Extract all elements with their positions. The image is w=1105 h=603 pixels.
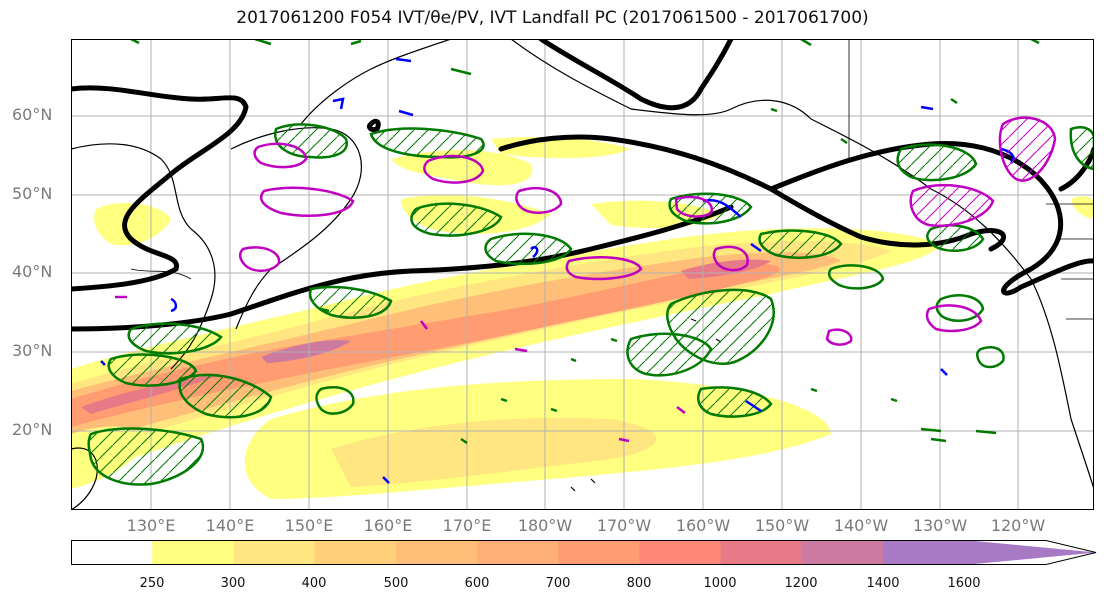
colorbar-cell <box>883 540 965 565</box>
colorbar-cell <box>720 540 803 565</box>
colorbar-tick-1000: 1000 <box>703 576 737 591</box>
lat-label-40n: 40°N <box>12 262 53 281</box>
colorbar-tick-600: 600 <box>464 576 490 591</box>
colorbar-tick-800: 800 <box>626 576 652 591</box>
colorbar-cell <box>233 540 316 565</box>
colorbar-cell <box>152 540 234 565</box>
colorbar-cell <box>314 540 397 565</box>
colorbar-tick-300: 300 <box>220 576 246 591</box>
colorbar-cell <box>395 540 478 565</box>
pv-contours <box>87 39 1094 486</box>
colorbar <box>71 540 1097 565</box>
landfall-contours <box>115 116 1057 443</box>
lon-label-130e: 130°E <box>126 516 176 535</box>
colorbar-tick-400: 400 <box>301 576 327 591</box>
lon-label-150e: 150°E <box>284 516 334 535</box>
map-panel <box>71 39 1094 510</box>
lon-label-140w: 140°W <box>833 516 889 535</box>
colorbar-extend-arrow <box>964 540 1096 565</box>
lon-label-140e: 140°E <box>205 516 255 535</box>
colorbar-tick-700: 700 <box>545 576 571 591</box>
lon-label-130w: 130°W <box>912 516 968 535</box>
lon-label-170w: 170°W <box>596 516 652 535</box>
map-title: 2017061200 F054 IVT/θe/PV, IVT Landfall … <box>236 8 869 28</box>
lat-label-60n: 60°N <box>12 105 53 124</box>
colorbar-cell <box>71 540 153 565</box>
colorbar-tick-1600: 1600 <box>947 576 981 591</box>
lon-label-160w: 160°W <box>675 516 731 535</box>
lat-label-30n: 30°N <box>12 341 53 360</box>
colorbar-tick-250: 250 <box>139 576 165 591</box>
colorbar-cell <box>558 540 640 565</box>
lon-label-180w: 180°W <box>517 516 573 535</box>
colorbar-tick-1200: 1200 <box>784 576 818 591</box>
lat-label-20n: 20°N <box>12 420 53 439</box>
jet-lines <box>71 39 1094 332</box>
lon-label-150w: 150°W <box>754 516 810 535</box>
colorbar-tick-1400: 1400 <box>866 576 900 591</box>
lon-label-120w: 120°W <box>990 516 1046 535</box>
colorbar-cell <box>801 540 884 565</box>
colorbar-tick-500: 500 <box>383 576 409 591</box>
lon-label-170e: 170°E <box>442 516 492 535</box>
lon-label-160e: 160°E <box>363 516 413 535</box>
colorbar-cell <box>639 540 722 565</box>
colorbar-cell <box>477 540 559 565</box>
lat-label-50n: 50°N <box>12 184 53 203</box>
